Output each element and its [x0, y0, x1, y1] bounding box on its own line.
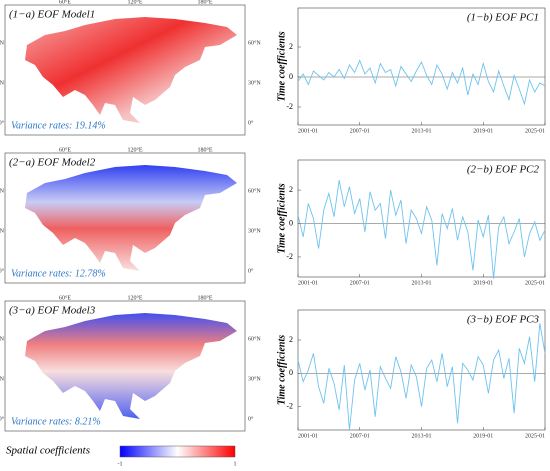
- x-tick-label: 2025-01: [525, 128, 545, 134]
- pc-panel: -2 0 2 2001-01 2007-01 2013-01 2019-01 2025-01 (…: [276, 159, 546, 286]
- x-tick-label: 2007-01: [350, 280, 370, 286]
- x-tick-label: 2019-01: [473, 128, 493, 134]
- lon-tick: 180°E: [197, 146, 212, 153]
- lat-tick: 30°N: [248, 227, 261, 234]
- lon-tick: 180°E: [197, 0, 212, 5]
- lon-tick: 120°E: [127, 294, 142, 301]
- y-tick-label: 2: [289, 335, 293, 344]
- y-axis-label: Time coefficients: [276, 183, 287, 253]
- lon-tick: 120°E: [127, 0, 142, 5]
- y-tick-label: 0: [289, 72, 293, 81]
- lat-tick: 60°N: [0, 335, 5, 342]
- map-title: (1−a) EOF Model1: [9, 9, 95, 21]
- pc-line: [297, 179, 546, 279]
- lon-tick: 60°E: [59, 146, 71, 153]
- colorbar-tick: -1: [118, 461, 123, 467]
- chart-title: (2−b) EOF PC2: [467, 164, 540, 176]
- map-panel: (2−a) EOF Model2 Variance rates: 12.78% 60…: [0, 146, 261, 284]
- x-tick-label: 2007-01: [350, 128, 370, 134]
- colorbar-tick: 1: [234, 461, 237, 467]
- y-tick-label: 0: [289, 218, 293, 227]
- y-tick-label: -2: [286, 401, 293, 410]
- maps: (1−a) EOF Model1 Variance rates: 19.14% 60…: [0, 0, 261, 432]
- charts: -2 0 2 2001-01 2007-01 2013-01 2019-01 2025-01 (…: [276, 7, 546, 439]
- lon-tick: 60°E: [59, 0, 71, 5]
- lat-tick: 30°N: [0, 227, 5, 234]
- lat-tick: 0°: [0, 267, 5, 274]
- x-tick-label: 2013-01: [412, 433, 432, 439]
- lat-tick: 0°: [248, 267, 254, 274]
- y-tick-label: 2: [289, 42, 293, 51]
- x-tick-label: 2001-01: [298, 280, 318, 286]
- pc-panel: -2 0 2 2001-01 2007-01 2013-01 2019-01 2025-01 (…: [276, 7, 546, 134]
- x-tick-label: 2019-01: [473, 280, 493, 286]
- colorbar: Spatial coefficients: [6, 445, 236, 458]
- land: [25, 17, 237, 123]
- chart-title: (3−b) EOF PC3: [467, 314, 540, 326]
- lat-tick: 30°N: [248, 375, 261, 382]
- x-tick-label: 2001-01: [298, 128, 318, 134]
- x-tick-label: 2025-01: [525, 280, 545, 286]
- colorbar-bar: [119, 445, 236, 458]
- y-tick-label: 2: [289, 185, 293, 194]
- plot-frame: [297, 7, 546, 126]
- lat-tick: 0°: [248, 119, 254, 126]
- x-tick-label: 2019-01: [473, 433, 493, 439]
- y-tick-label: -2: [286, 102, 293, 111]
- colorbar-label: Spatial coefficients: [6, 445, 90, 457]
- x-tick-label: 2007-01: [350, 433, 370, 439]
- variance-rate: Variance rates: 12.78%: [11, 268, 106, 279]
- lon-tick: 60°E: [59, 294, 71, 301]
- y-axis-label: Time coefficients: [276, 335, 287, 405]
- lon-tick: 180°E: [197, 294, 212, 301]
- map-title: (2−a) EOF Model2: [9, 157, 96, 169]
- x-tick-label: 2013-01: [412, 280, 432, 286]
- y-tick-label: -2: [286, 252, 293, 261]
- lat-tick: 60°N: [248, 39, 261, 46]
- variance-rate: Variance rates: 19.14%: [11, 120, 106, 131]
- plot-frame: [297, 309, 546, 431]
- lat-tick: 60°N: [0, 187, 5, 194]
- lat-tick: 30°N: [0, 375, 5, 382]
- y-tick-label: 0: [289, 368, 293, 377]
- x-tick-label: 2013-01: [412, 128, 432, 134]
- lat-tick: 60°N: [248, 335, 261, 342]
- lat-tick: 60°N: [0, 39, 5, 46]
- lat-tick: 30°N: [248, 79, 261, 86]
- lon-tick: 120°E: [127, 146, 142, 153]
- plot-frame: [297, 159, 546, 278]
- land: [25, 313, 237, 419]
- lat-tick: 0°: [248, 415, 254, 422]
- x-tick-label: 2025-01: [525, 433, 545, 439]
- map-panel: (3−a) EOF Model3 Variance rates: 8.21% 60°…: [0, 294, 261, 432]
- variance-rate: Variance rates: 8.21%: [11, 416, 101, 427]
- x-tick-label: 2001-01: [298, 433, 318, 439]
- lat-tick: 60°N: [248, 187, 261, 194]
- lat-tick: 30°N: [0, 79, 5, 86]
- pc-line: [297, 323, 546, 431]
- lat-tick: 0°: [0, 415, 5, 422]
- pc-panel: -2 0 2 2001-01 2007-01 2013-01 2019-01 2025-01 (…: [276, 309, 546, 439]
- map-title: (3−a) EOF Model3: [9, 305, 96, 317]
- map-panel: (1−a) EOF Model1 Variance rates: 19.14% 60…: [0, 0, 261, 136]
- chart-title: (1−b) EOF PC1: [467, 12, 539, 24]
- y-axis-label: Time coefficients: [276, 31, 287, 101]
- lat-tick: 0°: [0, 119, 5, 126]
- land: [25, 165, 237, 271]
- pc-line: [297, 59, 546, 106]
